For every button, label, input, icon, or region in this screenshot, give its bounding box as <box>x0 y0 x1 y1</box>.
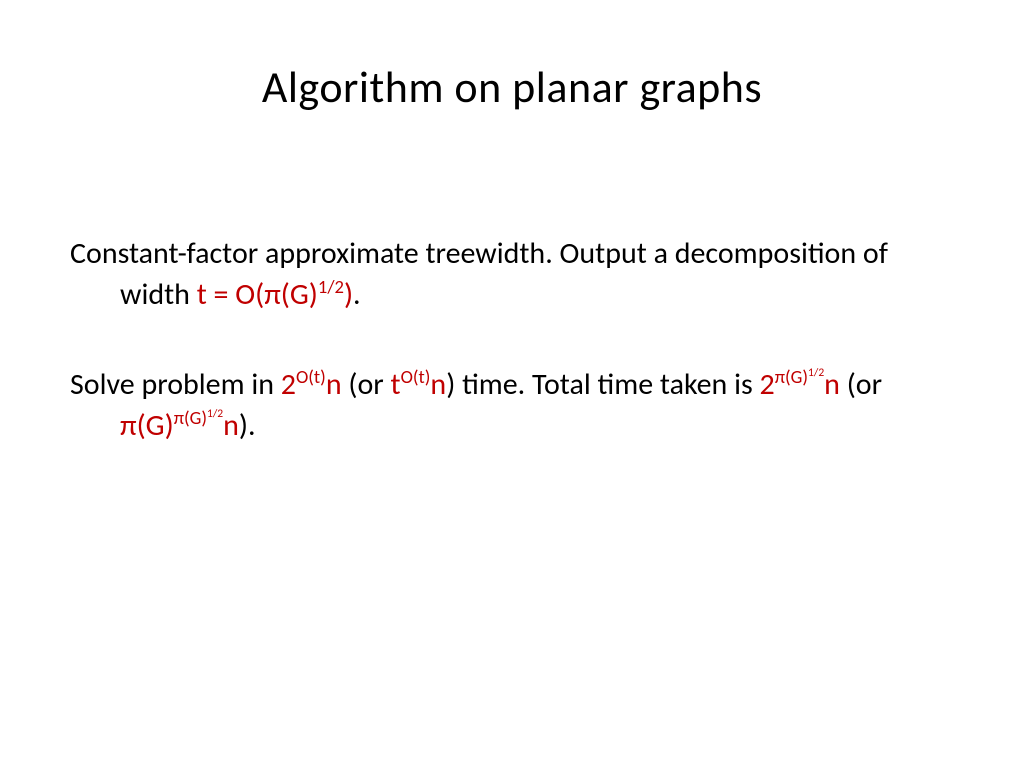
p2-red-4b: n <box>223 407 239 444</box>
p2-sup-1: O(t) <box>296 365 326 388</box>
paragraph-2: Solve problem in 2O(t)n (or tO(t)n) time… <box>70 365 954 446</box>
p2-red-3b: n <box>824 366 840 403</box>
p2-text-2: (or <box>342 366 391 403</box>
paragraph-1: Constant-factor approximate treewidth. O… <box>70 234 954 315</box>
p2-sup-3b: 1/2 <box>808 366 824 380</box>
p2-sup-4b: 1/2 <box>207 406 223 420</box>
p2-red-2b: n <box>430 366 446 403</box>
p2-text-5: ). <box>239 407 256 444</box>
p1-text-1: Constant-factor approximate treewidth. O… <box>70 235 888 313</box>
p1-red-1-close: ) <box>344 276 353 313</box>
p2-red-3: 2 <box>760 366 775 403</box>
p1-red-1: t = O(π(G) <box>197 276 318 313</box>
p2-sup-3a: π(G) <box>775 365 808 388</box>
p2-sup-2: O(t) <box>401 365 431 388</box>
p2-formula-2: tO(t)n <box>391 366 447 403</box>
slide-title: Algorithm on planar graphs <box>70 60 954 114</box>
p2-red-1b: n <box>326 366 342 403</box>
p2-red-2: t <box>391 366 401 403</box>
slide-container: Algorithm on planar graphs Constant-fact… <box>0 0 1024 556</box>
p2-red-1: 2 <box>281 366 296 403</box>
p2-text-4: (or <box>840 366 882 403</box>
p2-formula-1: 2O(t)n <box>281 366 342 403</box>
p2-sup-4a: π(G) <box>174 406 207 429</box>
p2-red-4: π(G) <box>120 407 174 444</box>
p2-formula-4: π(G)π(G)1/2n <box>120 407 239 444</box>
p2-formula-3: 2π(G)1/2n <box>760 366 840 403</box>
p2-sup-3: π(G)1/2 <box>775 365 824 388</box>
p2-text-1: Solve problem in <box>70 366 281 403</box>
p1-formula-1: t = O(π(G)1/2) <box>197 276 353 313</box>
p2-sup-4: π(G)1/2 <box>174 406 223 429</box>
p2-text-3: ) time. Total time taken is <box>446 366 759 403</box>
p1-text-2: . <box>353 276 361 313</box>
p1-sup-1: 1/2 <box>318 275 344 298</box>
